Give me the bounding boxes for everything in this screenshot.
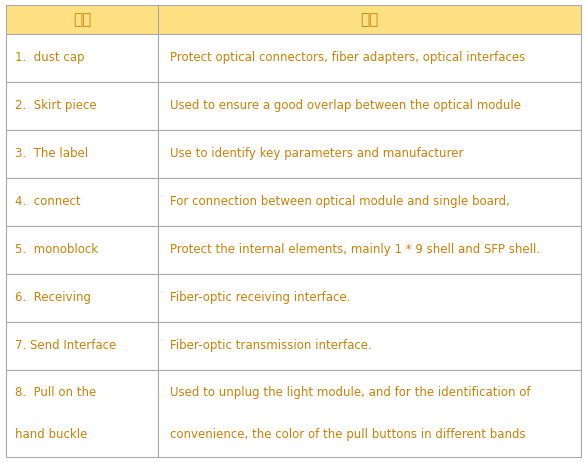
Bar [158,34,581,82]
Bar [6,274,158,322]
Text: For connection between optical module and single board,: For connection between optical module an… [170,195,510,208]
Text: 5.  monoblock: 5. monoblock [15,243,98,256]
Text: 4.  connect: 4. connect [15,195,80,208]
Text: Fiber-optic receiving interface.: Fiber-optic receiving interface. [170,292,350,304]
Bar [6,82,158,130]
Bar [158,5,581,34]
Bar [158,130,581,178]
Bar [6,34,158,82]
Text: 6.  Receiving: 6. Receiving [15,292,90,304]
Bar [158,274,581,322]
Bar [6,5,158,34]
Text: 说明: 说明 [360,12,379,27]
Bar [6,322,158,370]
Bar [6,370,158,457]
Bar [158,226,581,274]
Text: 8.  Pull on the

hand buckle: 8. Pull on the hand buckle [15,386,96,441]
Bar [6,130,158,178]
Bar [158,370,581,457]
Text: Protect optical connectors, fiber adapters, optical interfaces: Protect optical connectors, fiber adapte… [170,51,525,65]
Text: Used to unplug the light module, and for the identification of

convenience, the: Used to unplug the light module, and for… [170,386,531,441]
Text: Use to identify key parameters and manufacturer: Use to identify key parameters and manuf… [170,147,464,160]
Bar [6,178,158,226]
Text: 结构: 结构 [73,12,91,27]
Text: 2.  Skirt piece: 2. Skirt piece [15,99,96,112]
Bar [158,178,581,226]
Bar [158,322,581,370]
Bar [158,82,581,130]
Text: Used to ensure a good overlap between the optical module: Used to ensure a good overlap between th… [170,99,521,112]
Text: Fiber-optic transmission interface.: Fiber-optic transmission interface. [170,340,372,353]
Text: 1.  dust cap: 1. dust cap [15,51,84,65]
Text: 3.  The label: 3. The label [15,147,88,160]
Text: Protect the internal elements, mainly 1 * 9 shell and SFP shell.: Protect the internal elements, mainly 1 … [170,243,540,256]
Text: 7. Send Interface: 7. Send Interface [15,340,116,353]
Bar [6,226,158,274]
